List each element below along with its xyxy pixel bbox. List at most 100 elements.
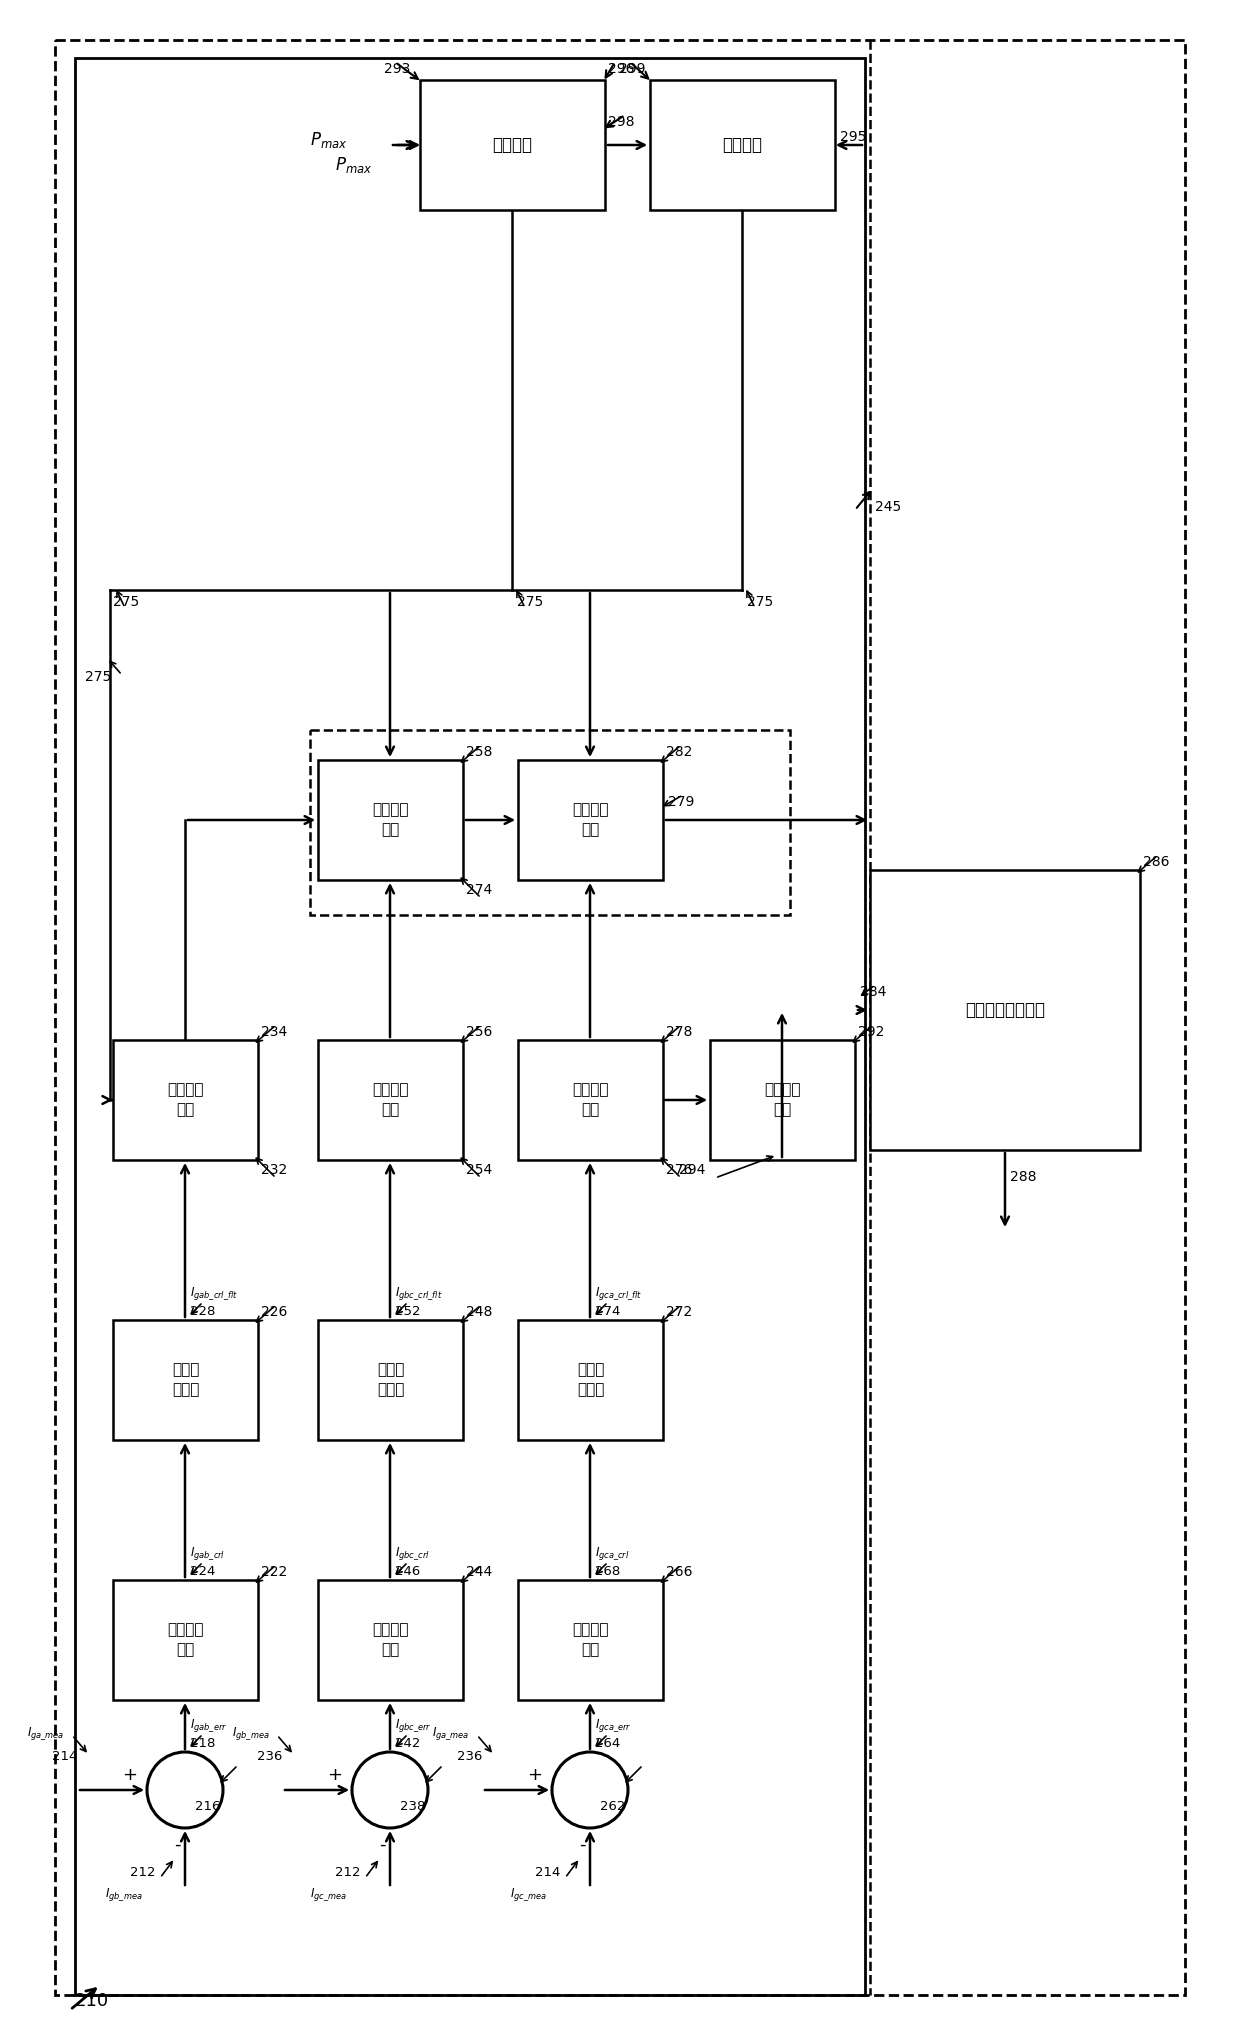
Text: 266: 266 [666,1565,692,1579]
Text: $I_{gc\_mea}$: $I_{gc\_mea}$ [310,1887,347,1903]
Text: +: + [527,1765,542,1783]
Text: $I_{gc\_mea}$: $I_{gc\_mea}$ [510,1887,547,1903]
Text: 214: 214 [52,1749,77,1763]
Bar [870,869,1140,1151]
Text: 212: 212 [130,1866,155,1878]
Text: 开路故障判断单元: 开路故障判断单元 [965,1001,1045,1019]
Bar [650,81,835,210]
Text: 272: 272 [666,1304,692,1318]
Text: 第一滤
波单元: 第一滤 波单元 [172,1363,200,1397]
Text: 279: 279 [668,795,694,809]
Text: +: + [122,1765,136,1783]
Text: 258: 258 [466,744,492,758]
Text: $P_{max}$: $P_{max}$ [335,156,372,176]
Bar [113,1579,258,1701]
Text: 274: 274 [466,884,492,898]
Text: 236: 236 [458,1749,482,1763]
Circle shape [148,1751,223,1828]
Text: 计算单元: 计算单元 [492,135,532,154]
Text: $I_{gab\_crl\_flt}$: $I_{gab\_crl\_flt}$ [190,1286,238,1302]
Text: 293: 293 [383,63,410,77]
Text: 选择单元: 选择单元 [723,135,763,154]
Text: $I_{gbc\_crl\_flt}$: $I_{gbc\_crl\_flt}$ [396,1286,443,1302]
Text: 299: 299 [619,63,645,77]
Text: 218: 218 [190,1737,216,1749]
Text: 248: 248 [466,1304,492,1318]
Text: 256: 256 [466,1025,492,1039]
Text: $I_{gb\_mea}$: $I_{gb\_mea}$ [105,1887,143,1903]
Text: $I_{ga\_mea}$: $I_{ga\_mea}$ [432,1725,470,1743]
Bar [310,730,790,916]
Text: 第二计算
单元: 第二计算 单元 [372,1622,409,1658]
Text: -: - [579,1836,585,1854]
Text: 222: 222 [260,1565,288,1579]
Text: $I_{ga\_mea}$: $I_{ga\_mea}$ [27,1725,64,1743]
Text: 246: 246 [396,1565,420,1577]
Bar [74,59,866,1996]
Text: $I_{gca\_err}$: $I_{gca\_err}$ [595,1717,631,1735]
Text: $I_{gca\_crl\_flt}$: $I_{gca\_crl\_flt}$ [595,1286,642,1302]
Text: 275: 275 [746,594,774,609]
Bar [317,760,463,880]
Text: 第三比较
单元: 第三比较 单元 [572,1082,609,1118]
Text: $I_{gbc\_crl}$: $I_{gbc\_crl}$ [396,1545,430,1563]
Text: 262: 262 [600,1800,625,1814]
Text: 268: 268 [595,1565,620,1577]
Text: 236: 236 [257,1749,283,1763]
Text: 282: 282 [666,744,692,758]
Text: 214: 214 [534,1866,560,1878]
Bar [113,1320,258,1440]
Text: 242: 242 [396,1737,420,1749]
Text: 第三滤
波单元: 第三滤 波单元 [577,1363,604,1397]
Text: $I_{gb\_mea}$: $I_{gb\_mea}$ [232,1725,269,1743]
Bar [518,1579,663,1701]
Text: -: - [378,1836,386,1854]
Bar [317,1579,463,1701]
Text: 296: 296 [608,63,635,77]
Text: 286: 286 [1143,855,1169,869]
Text: 226: 226 [260,1304,288,1318]
Text: 232: 232 [260,1163,288,1177]
Text: $P_{max}$: $P_{max}$ [310,129,347,150]
Text: 294: 294 [678,1163,706,1177]
Text: 275: 275 [113,594,139,609]
Text: +: + [327,1765,342,1783]
Text: 第三计算
单元: 第三计算 单元 [572,1622,609,1658]
Text: 238: 238 [401,1800,425,1814]
Text: 275: 275 [517,594,543,609]
Bar [518,1320,663,1440]
Text: $I_{gca\_crl}$: $I_{gca\_crl}$ [595,1545,630,1563]
Text: 第一逻辑
单元: 第一逻辑 单元 [372,803,409,837]
Text: 276: 276 [666,1163,692,1177]
Circle shape [352,1751,428,1828]
Bar [711,1039,856,1161]
Bar [518,760,663,880]
Text: 264: 264 [595,1737,620,1749]
Text: 274: 274 [595,1304,620,1318]
Text: $I_{gab\_crl}$: $I_{gab\_crl}$ [190,1545,226,1563]
Text: 284: 284 [861,985,887,999]
Text: 信号产生
单元: 信号产生 单元 [764,1082,801,1118]
Text: 254: 254 [466,1163,492,1177]
Bar [420,81,605,210]
Text: 212: 212 [335,1866,361,1878]
Text: $I_{gab\_err}$: $I_{gab\_err}$ [190,1717,227,1735]
Text: 第二逻辑
单元: 第二逻辑 单元 [572,803,609,837]
Text: 第一计算
单元: 第一计算 单元 [167,1622,203,1658]
Text: 244: 244 [466,1565,492,1579]
Text: 216: 216 [195,1800,221,1814]
Text: $I_{gbc\_err}$: $I_{gbc\_err}$ [396,1717,432,1735]
Bar [317,1039,463,1161]
Text: 295: 295 [839,129,867,144]
Bar [518,1039,663,1161]
Text: 第二比较
单元: 第二比较 单元 [372,1082,409,1118]
Text: 298: 298 [608,115,635,129]
Text: 224: 224 [190,1565,216,1577]
Text: 228: 228 [190,1304,216,1318]
Circle shape [552,1751,627,1828]
Bar [113,1039,258,1161]
Text: 第二滤
波单元: 第二滤 波单元 [377,1363,404,1397]
Text: 292: 292 [858,1025,884,1039]
Text: 252: 252 [396,1304,420,1318]
Text: 278: 278 [666,1025,692,1039]
